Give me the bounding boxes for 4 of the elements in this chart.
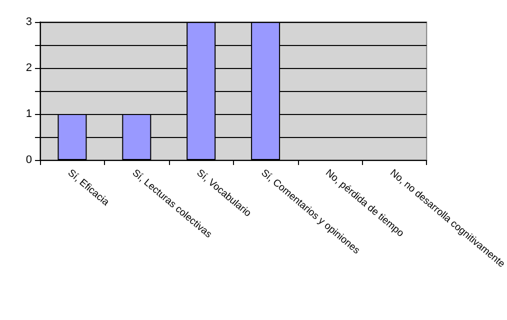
y-tick-label: 0 xyxy=(26,154,32,166)
y-tick-label: 3 xyxy=(26,16,32,28)
y-tick-label: 2 xyxy=(26,62,32,74)
y-tick-label: 1 xyxy=(26,108,32,120)
